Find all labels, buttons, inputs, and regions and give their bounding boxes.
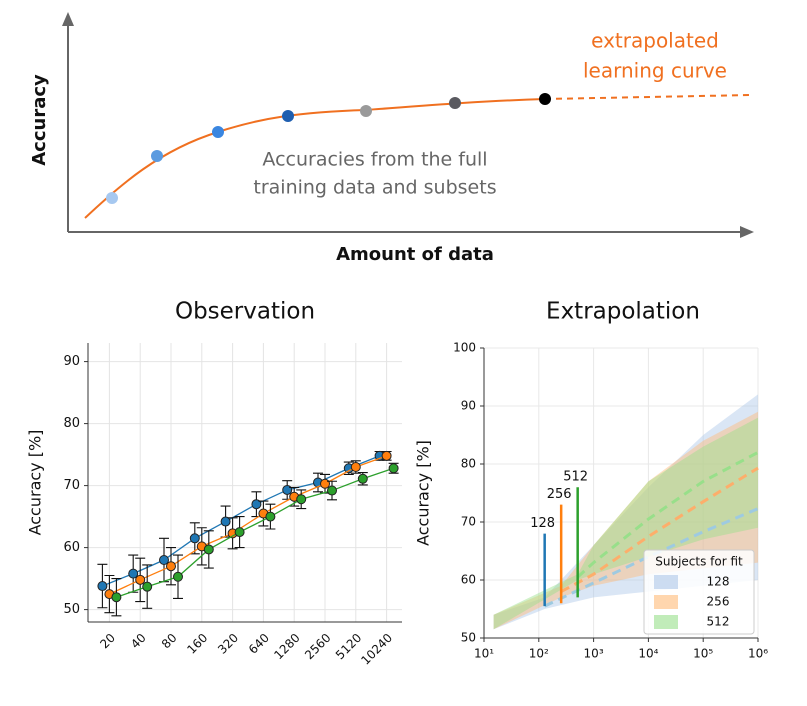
chart-title: Observation (175, 299, 315, 325)
y-label: Accuracy (29, 74, 50, 166)
x-tick-label: 20 (97, 631, 118, 652)
legend-swatch (654, 575, 678, 589)
point (320, 478, 330, 489)
confidence-band (493, 411, 758, 630)
point (128, 568, 139, 579)
point (265, 511, 276, 522)
point (173, 571, 183, 582)
y-tick-label: 50 (63, 602, 80, 617)
point (151, 150, 163, 162)
x-tick-label: 1280 (271, 631, 302, 662)
chart-title: Extrapolation (546, 299, 700, 325)
legend-label: 512 (707, 615, 730, 629)
point (166, 561, 176, 572)
x-tick-label: 40 (128, 631, 149, 652)
legend-swatch (654, 615, 678, 629)
x-tick-label: 10⁴ (638, 647, 658, 661)
extrapolation (544, 94, 753, 100)
x-tick-label: 2560 (302, 631, 333, 662)
x-tick-label: 160 (184, 631, 210, 657)
x-tick-label: 10240 (358, 631, 395, 668)
point (539, 93, 551, 105)
point (111, 592, 122, 603)
point (282, 484, 293, 495)
legend-label: 128 (707, 575, 730, 589)
legend-title: Subjects for fit (655, 555, 743, 569)
y-tick-label: 50 (461, 631, 476, 645)
point (327, 485, 337, 496)
y-tick-label: 80 (63, 416, 80, 431)
point (357, 473, 368, 484)
legend-box (643, 549, 755, 635)
point (106, 192, 118, 204)
series-line (102, 455, 380, 587)
legend-swatch (654, 595, 678, 609)
y-tick-label: 100 (453, 341, 476, 355)
point (381, 450, 392, 461)
point (234, 527, 245, 538)
legend-label: 256 (707, 595, 730, 609)
x-tick-label: 10³ (584, 647, 604, 661)
y-tick-label: 90 (461, 399, 476, 413)
arrow (62, 12, 74, 26)
point (212, 126, 224, 138)
fit-line (576, 451, 759, 579)
series-line (109, 455, 387, 595)
point (388, 463, 399, 474)
point (449, 97, 461, 109)
y-tick-label: 90 (63, 354, 80, 369)
x-tick-label: 10² (529, 647, 549, 661)
confidence-band (493, 417, 758, 630)
x-label: Amount of data (336, 244, 494, 265)
fit-limit-label: 128 (530, 516, 555, 531)
x-tick-label: 640 (246, 631, 272, 657)
x-tick-label: 10⁵ (693, 647, 713, 661)
y-tick-label: 60 (63, 540, 80, 555)
schematic: Accuracy Amount of data Accuracies from … (29, 12, 754, 265)
note: Accuracies from the full (262, 149, 487, 171)
note: training data and subsets (253, 177, 496, 199)
point (135, 574, 146, 585)
point (220, 516, 231, 527)
point (189, 533, 200, 544)
x-tick-label: 80 (159, 631, 180, 652)
fit-limit-label: 256 (547, 487, 572, 502)
point (360, 105, 372, 117)
point (296, 494, 307, 505)
note: learning curve (583, 59, 727, 83)
point (251, 499, 262, 510)
note: extrapolated (591, 29, 719, 53)
series-line (116, 467, 394, 598)
y-tick-label: 70 (461, 515, 476, 529)
point (142, 581, 153, 592)
point (97, 581, 108, 592)
y-label: Accuracy [%] (26, 430, 45, 536)
point (282, 110, 294, 122)
x-tick-label: 10⁶ (748, 647, 768, 661)
point (203, 544, 214, 555)
x-tick-label: 320 (215, 631, 241, 657)
point (159, 555, 169, 565)
y-tick-label: 80 (461, 457, 476, 471)
y-tick-label: 60 (461, 573, 476, 587)
fit-limit-label: 512 (563, 470, 588, 485)
point (350, 462, 361, 472)
arrow (740, 226, 754, 238)
y-label: Accuracy [%] (414, 440, 433, 546)
y-tick-label: 70 (63, 478, 80, 493)
x-tick-label: 10¹ (474, 647, 494, 661)
